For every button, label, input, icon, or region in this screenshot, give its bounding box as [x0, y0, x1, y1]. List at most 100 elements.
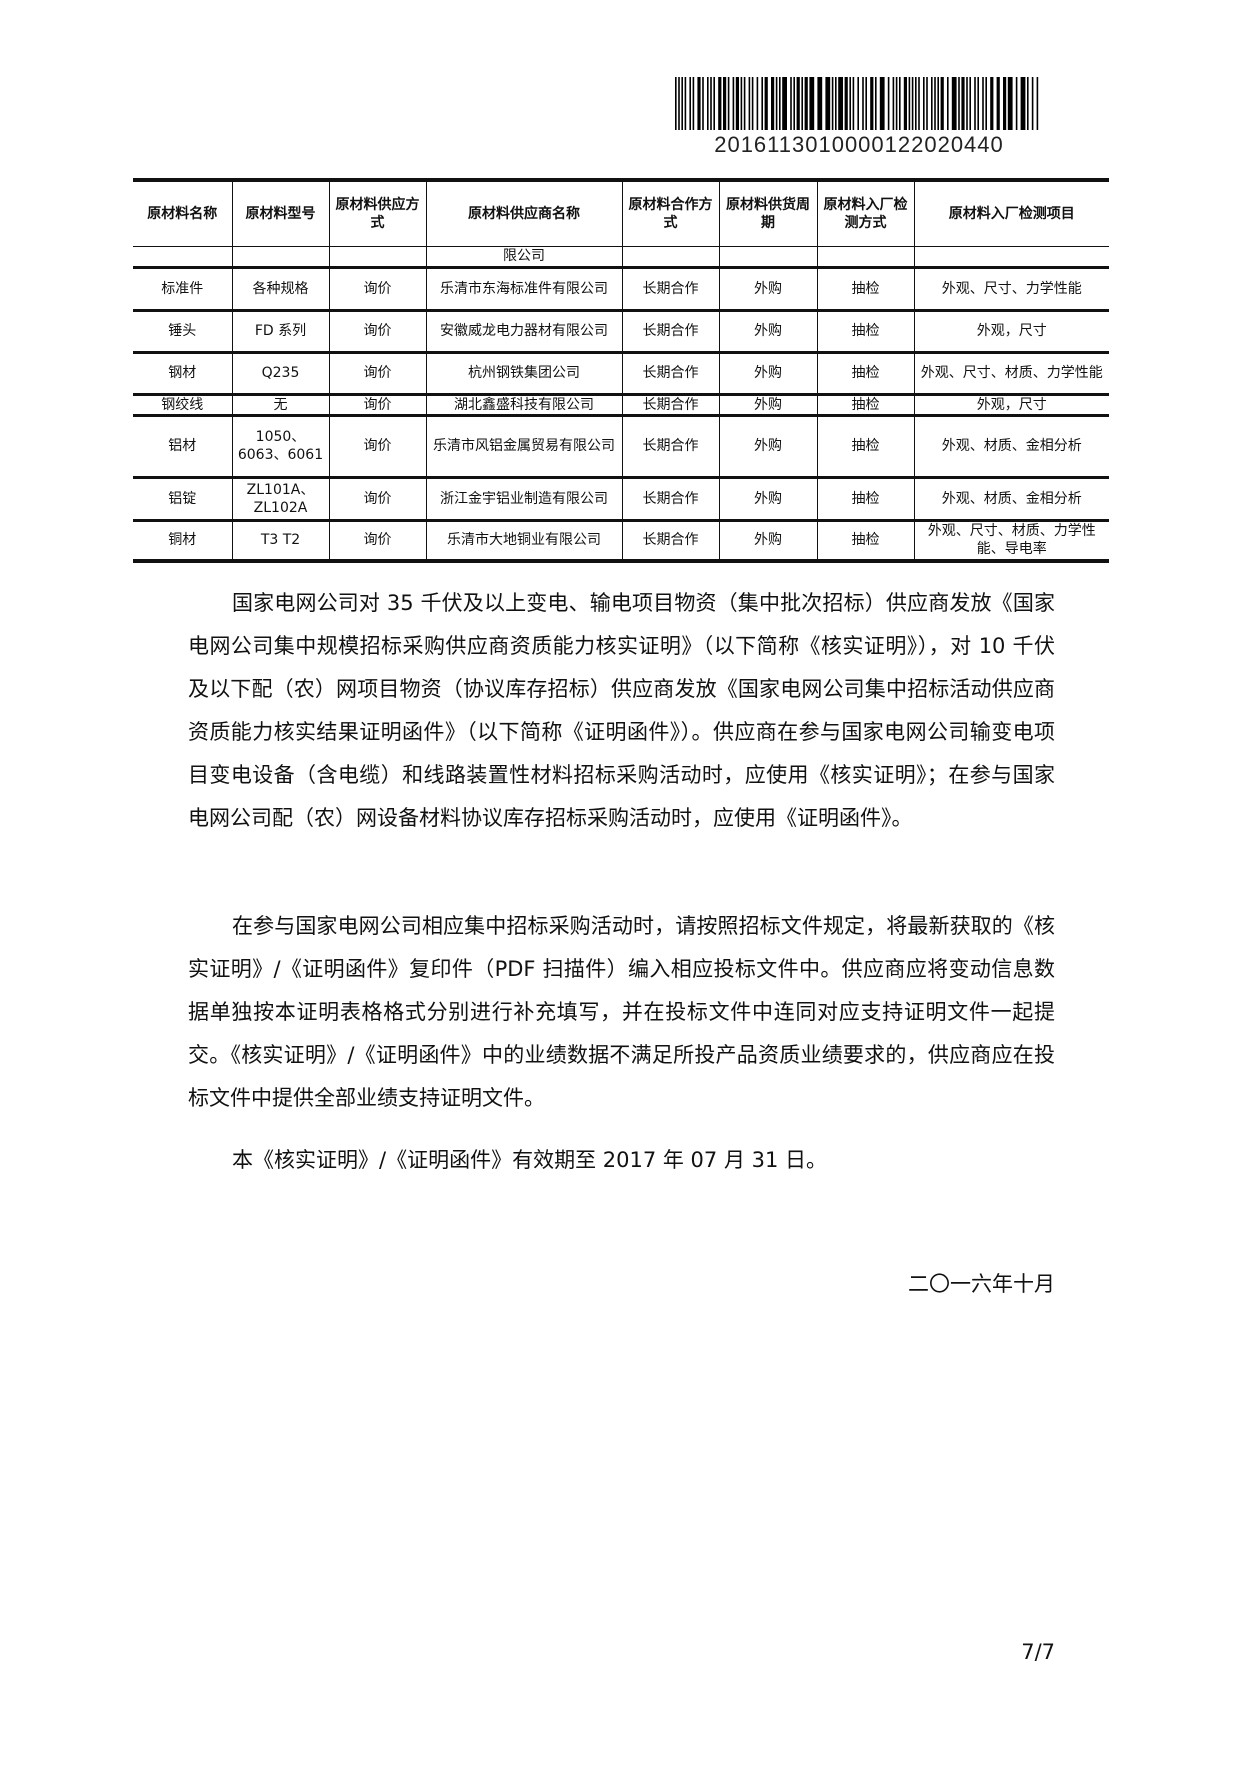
table-cell: 询价 [328, 309, 427, 354]
table-cell [913, 245, 1109, 269]
table-cell: 抽检 [816, 476, 915, 522]
table-cell: 无 [231, 393, 330, 417]
table-cell: 抽检 [816, 266, 915, 312]
barcode-bar [689, 77, 691, 130]
table-cell: 外购 [718, 519, 818, 563]
table-cell: FD 系列 [231, 309, 330, 354]
barcode-bar [951, 77, 957, 130]
table-cell: 铝锭 [133, 476, 233, 522]
barcode-bar [732, 77, 735, 130]
barcode-bar [926, 77, 928, 130]
barcode-bar [915, 77, 917, 130]
table-cell [328, 245, 427, 269]
barcode-bar [684, 77, 687, 130]
barcode-bar [982, 77, 984, 130]
barcode-bar [735, 77, 739, 130]
barcode-number: 2016113010000122020440 [714, 132, 1004, 157]
table-cell: 长期合作 [621, 414, 720, 479]
barcode-bar [961, 77, 965, 130]
barcode-bar [849, 77, 851, 130]
table-cell: 长期合作 [621, 519, 720, 563]
table-cell: 外购 [718, 351, 818, 396]
barcode-bar [771, 77, 775, 130]
table-cell: 外购 [718, 266, 818, 312]
barcode-bar [875, 77, 877, 130]
table-cell: 长期合作 [621, 476, 720, 522]
table-cell: 长期合作 [621, 351, 720, 396]
barcode-bar [761, 77, 763, 130]
table-cell [816, 245, 915, 269]
barcode-bar [985, 77, 987, 130]
barcode-bar [879, 77, 885, 130]
table-cell: 外购 [718, 476, 818, 522]
barcode-bar [908, 77, 911, 130]
paragraph-2: 在参与国家电网公司相应集中招标采购活动时，请按照招标文件规定，将最新获取的《核实… [188, 914, 1055, 1110]
table-cell: 长期合作 [621, 309, 720, 354]
table-cell: 湖北鑫盛科技有限公司 [425, 393, 623, 417]
table-cell: 乐清市风铝金属贸易有限公司 [425, 414, 623, 479]
table-cell: 外购 [718, 393, 818, 417]
barcode-bar [710, 77, 712, 130]
barcode-bar [1003, 77, 1007, 130]
table-cell: 外购 [718, 414, 818, 479]
barcode-bar [1031, 77, 1034, 130]
barcode-bar [681, 77, 683, 130]
barcode-bar [723, 77, 727, 130]
barcode-bar [707, 77, 709, 130]
table-cell: 外观、尺寸、材质、力学性能 [913, 351, 1109, 396]
barcode-bar [678, 77, 680, 130]
barcode-bar [947, 77, 949, 130]
column-header: 原材料供应方式 [328, 179, 427, 247]
table-cell: 抽检 [816, 351, 915, 396]
table-cell: 询价 [328, 393, 427, 417]
barcode-bar [697, 77, 701, 130]
barcode-bar [809, 77, 815, 130]
barcode-bar [718, 77, 722, 130]
barcode-bar [817, 77, 823, 130]
table-cell: 乐清市大地铜业有限公司 [425, 519, 623, 563]
barcode-bar [996, 77, 1000, 130]
barcode-bar [974, 77, 976, 130]
table-cell: 限公司 [425, 245, 623, 269]
paragraph-1: 国家电网公司对 35 千伏及以上变电、输电项目物资（集中批次招标）供应商发放《国… [188, 591, 1055, 830]
column-header: 原材料名称 [133, 179, 233, 247]
table-cell: 1050、6063、6061 [231, 414, 330, 479]
barcode-bar [923, 77, 925, 130]
table-row: 限公司 [133, 245, 1109, 269]
barcode-bar [751, 77, 754, 130]
barcode-bar [727, 77, 730, 130]
barcode-bar [911, 77, 914, 130]
barcode-bar [966, 77, 968, 130]
table-row: 钢绞线无询价 湖北鑫盛科技有限公司 长期合作 外购 抽检 外观，尺寸 [133, 393, 1109, 417]
header-row: 原材料名称 原材料型号 原材料供应方式 原材料供应商名称 原材料合作方式 原材料供货周期原… [133, 179, 1109, 247]
issue-date: 二〇一六年十月 [908, 1272, 1055, 1296]
barcode-bar [692, 77, 695, 130]
table-row: 铜材 T3 T2 询价 乐清市大地铜业有限公司 长期合作 外购 抽检 外观、尺寸、材质、力学性… [133, 519, 1109, 563]
barcode-bar [796, 77, 800, 130]
table-cell: 锤头 [133, 309, 233, 354]
column-header: 原材料供应商名称 [425, 179, 623, 247]
table-cell [133, 245, 233, 269]
barcode-bar [852, 77, 855, 130]
barcode-bar [857, 77, 859, 130]
table-cell: 抽检 [816, 519, 915, 563]
barcode-bar [831, 77, 834, 130]
barcode-bar [895, 77, 898, 130]
column-header: 原材料供货周期 [718, 179, 818, 247]
barcode-bar [931, 77, 933, 130]
barcode-bar [887, 77, 890, 130]
column-header: 原材料型号 [231, 179, 330, 247]
barcode-bar [825, 77, 831, 130]
table-cell: 询价 [328, 519, 427, 563]
barcode-bar [1020, 77, 1026, 130]
raw-material-table: 原材料名称 原材料型号 原材料供应方式 原材料供应商名称 原材料合作方式 原材料供货周期原… [133, 178, 1109, 563]
table-cell: 长期合作 [621, 393, 720, 417]
table-cell: 安徽威龙电力器材有限公司 [425, 309, 623, 354]
table-row: 锤头 FD 系列 询价 安徽威龙电力器材有限公司 长期合作 外购 抽检 外观，尺寸 [133, 309, 1109, 354]
barcode-bar [790, 77, 792, 130]
barcode-bar [748, 77, 751, 130]
barcode-bar [838, 77, 843, 130]
table-cell [718, 245, 818, 269]
table-cell: 询价 [328, 476, 427, 522]
table-cell: 抽检 [816, 414, 915, 479]
